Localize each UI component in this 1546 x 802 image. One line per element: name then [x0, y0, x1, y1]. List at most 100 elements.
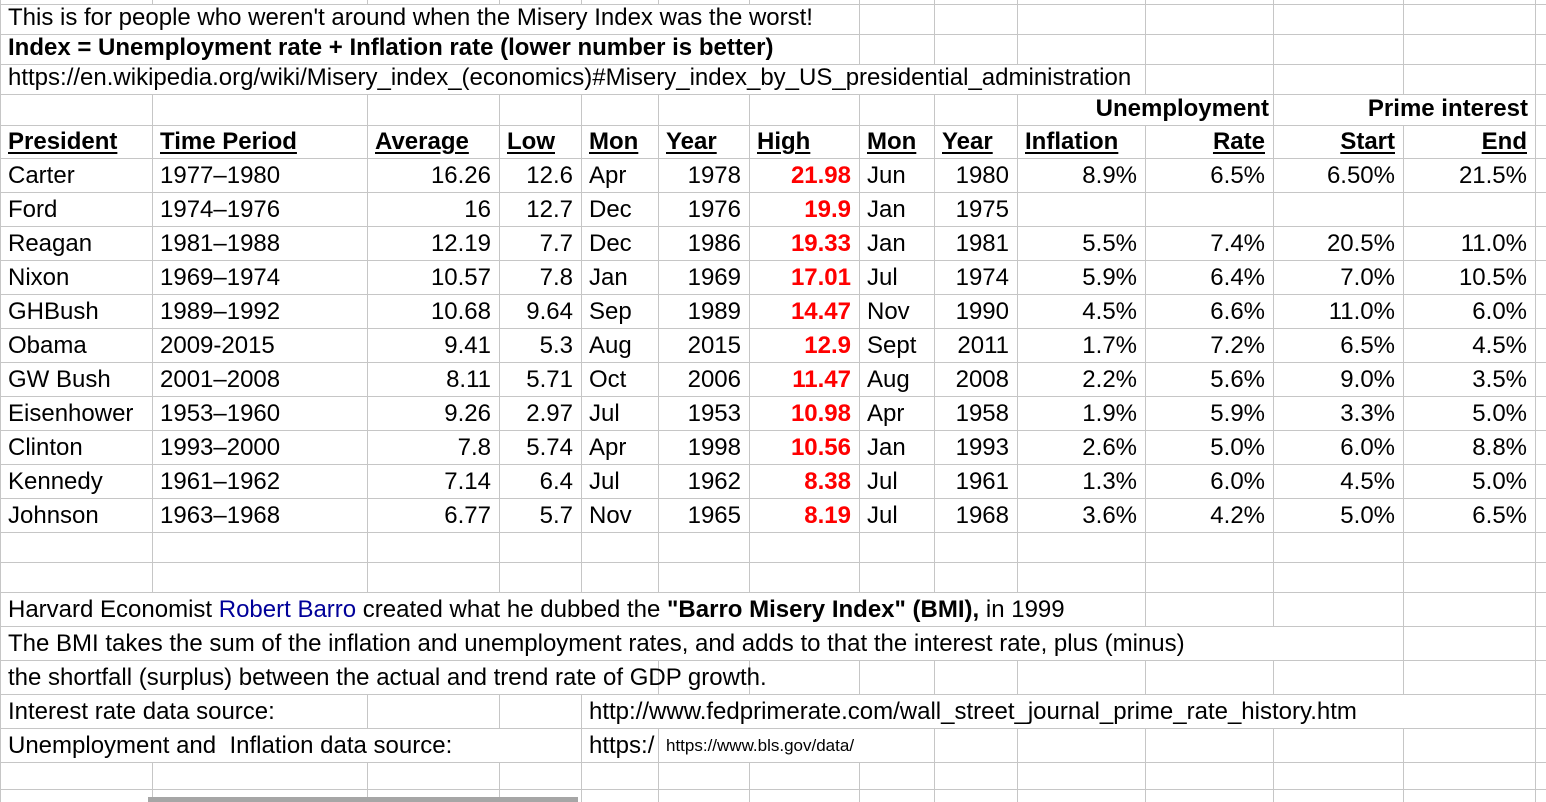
cell-inflation[interactable]: 3.6%: [1017, 497, 1146, 533]
empty-cell[interactable]: [1145, 761, 1274, 790]
cell-average[interactable]: 9.26: [367, 395, 500, 431]
cell-low-year[interactable]: 1962: [658, 463, 750, 499]
empty-cell[interactable]: [934, 3, 1018, 35]
cell-low[interactable]: 5.3: [499, 327, 582, 363]
empty-cell[interactable]: [581, 761, 659, 790]
empty-cell[interactable]: [367, 561, 500, 593]
cell-average[interactable]: 7.8: [367, 429, 500, 465]
empty-cell[interactable]: [1145, 561, 1274, 593]
cell-average[interactable]: 10.57: [367, 259, 500, 295]
cell-high-year[interactable]: 1958: [934, 395, 1018, 431]
empty-cell[interactable]: [1017, 727, 1146, 763]
empty-cell[interactable]: [1535, 561, 1546, 593]
cell-prime-start[interactable]: 5.0%: [1273, 497, 1404, 533]
cell-time-period[interactable]: 1953–1960: [152, 395, 368, 431]
cell-high-year[interactable]: 1975: [934, 191, 1018, 227]
cell-prime-end[interactable]: [1403, 191, 1536, 227]
cell-high[interactable]: 11.47: [749, 361, 860, 397]
empty-cell[interactable]: [1017, 761, 1146, 790]
cell-high-year[interactable]: 1974: [934, 259, 1018, 295]
cell-high-year[interactable]: 1981: [934, 225, 1018, 261]
empty-cell[interactable]: [152, 761, 368, 790]
empty-cell[interactable]: [1535, 157, 1546, 193]
empty-cell[interactable]: [1017, 33, 1146, 65]
empty-cell[interactable]: [1017, 531, 1146, 563]
empty-cell[interactable]: [499, 693, 582, 729]
empty-cell[interactable]: [934, 659, 1018, 695]
empty-cell[interactable]: [749, 761, 860, 790]
cell-inflation[interactable]: 5.9%: [1017, 259, 1146, 295]
cell-president[interactable]: Kennedy: [0, 463, 153, 499]
cell-low-year[interactable]: 1965: [658, 497, 750, 533]
empty-cell[interactable]: [1145, 63, 1274, 95]
empty-cell[interactable]: [749, 788, 860, 802]
empty-cell[interactable]: [1273, 761, 1404, 790]
cell-high-month[interactable]: Jan: [859, 429, 935, 465]
cell-low-year[interactable]: 1976: [658, 191, 750, 227]
cell-inflation[interactable]: 8.9%: [1017, 157, 1146, 193]
cell-high-month[interactable]: Jan: [859, 191, 935, 227]
cell-low[interactable]: 12.6: [499, 157, 582, 193]
cell-average[interactable]: 6.77: [367, 497, 500, 533]
cell-prime-start[interactable]: 6.5%: [1273, 327, 1404, 363]
cell-president[interactable]: Obama: [0, 327, 153, 363]
empty-cell[interactable]: [1403, 761, 1536, 790]
cell-unemployment-rate[interactable]: 6.4%: [1145, 259, 1274, 295]
empty-cell[interactable]: [1535, 463, 1546, 499]
cell-average[interactable]: 9.41: [367, 327, 500, 363]
empty-cell[interactable]: [367, 693, 500, 729]
empty-cell[interactable]: [1145, 33, 1274, 65]
bmi-description-line1[interactable]: The BMI takes the sum of the inflation a…: [0, 625, 1404, 661]
empty-cell[interactable]: [658, 93, 750, 126]
col-header-time-period[interactable]: Time Period: [152, 124, 368, 159]
cell-low[interactable]: 12.7: [499, 191, 582, 227]
empty-cell[interactable]: [1535, 63, 1546, 95]
cell-unemployment-rate[interactable]: 7.2%: [1145, 327, 1274, 363]
empty-cell[interactable]: [1535, 124, 1546, 159]
interest-source-label[interactable]: Interest rate data source:: [0, 693, 368, 729]
empty-cell[interactable]: [1535, 293, 1546, 329]
empty-cell[interactable]: [1535, 3, 1546, 35]
barro-note-cell[interactable]: Harvard Economist Robert Barro created w…: [0, 591, 1146, 627]
empty-cell[interactable]: [1273, 591, 1404, 627]
cell-high[interactable]: 21.98: [749, 157, 860, 193]
empty-cell[interactable]: [1535, 761, 1546, 790]
cell-president[interactable]: Reagan: [0, 225, 153, 261]
empty-cell[interactable]: [859, 3, 935, 35]
cell-unemployment-rate[interactable]: 5.9%: [1145, 395, 1274, 431]
empty-cell[interactable]: [1535, 429, 1546, 465]
empty-cell[interactable]: [1145, 531, 1274, 563]
empty-cell[interactable]: [1535, 33, 1546, 65]
col-header-prime-end[interactable]: End: [1403, 124, 1536, 159]
cell-prime-end[interactable]: 5.0%: [1403, 395, 1536, 431]
cell-unemployment-rate[interactable]: 6.6%: [1145, 293, 1274, 329]
cell-low[interactable]: 6.4: [499, 463, 582, 499]
empty-cell[interactable]: [1535, 497, 1546, 533]
cell-unemployment-rate[interactable]: 5.6%: [1145, 361, 1274, 397]
cell-prime-end[interactable]: 6.5%: [1403, 497, 1536, 533]
cell-unemployment-rate[interactable]: [1145, 191, 1274, 227]
cell-high-month[interactable]: Jul: [859, 497, 935, 533]
cell-low-month[interactable]: Apr: [581, 429, 659, 465]
empty-cell[interactable]: [581, 561, 659, 593]
empty-cell[interactable]: [934, 33, 1018, 65]
cell-low-year[interactable]: 1998: [658, 429, 750, 465]
empty-cell[interactable]: [658, 659, 750, 695]
empty-cell[interactable]: [1017, 659, 1146, 695]
empty-cell[interactable]: [1145, 659, 1274, 695]
cell-high-year[interactable]: 1968: [934, 497, 1018, 533]
empty-cell[interactable]: [1535, 361, 1546, 397]
empty-cell[interactable]: [859, 531, 935, 563]
cell-high[interactable]: 8.19: [749, 497, 860, 533]
title-note-cell[interactable]: This is for people who weren't around wh…: [0, 3, 860, 35]
cell-prime-end[interactable]: 3.5%: [1403, 361, 1536, 397]
empty-cell[interactable]: [1403, 33, 1536, 65]
cell-high[interactable]: 17.01: [749, 259, 860, 295]
cell-low-month[interactable]: Nov: [581, 497, 659, 533]
cell-average[interactable]: 8.11: [367, 361, 500, 397]
empty-cell[interactable]: [1403, 727, 1536, 763]
empty-cell[interactable]: [0, 788, 153, 802]
cell-unemployment-rate[interactable]: 6.0%: [1145, 463, 1274, 499]
empty-cell[interactable]: [749, 659, 860, 695]
empty-cell[interactable]: [1535, 395, 1546, 431]
